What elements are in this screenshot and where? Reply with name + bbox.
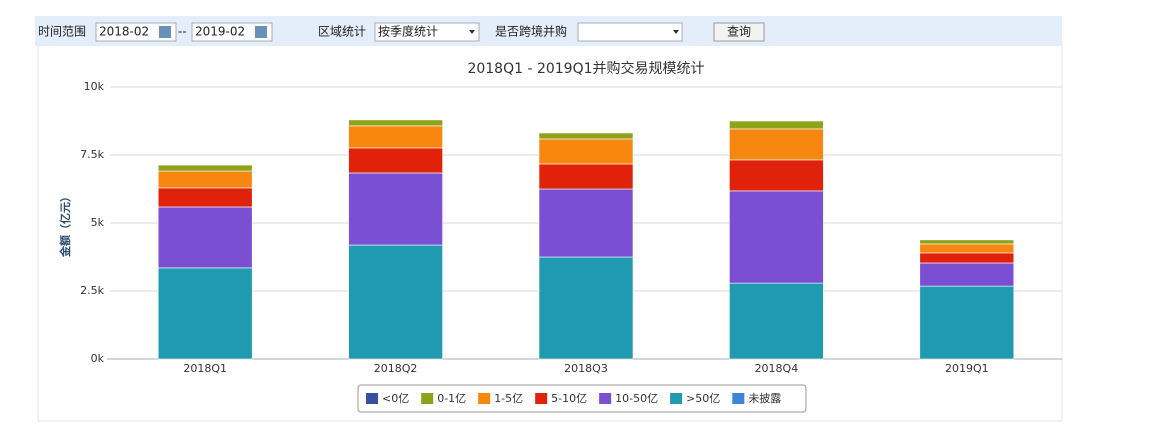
toolbar: 时间范围 2018-02 -- 2019-02 区域统计 按季度统计 是否跨境并…	[35, 16, 1062, 46]
legend-swatch[interactable]	[732, 393, 745, 404]
legend-swatch[interactable]	[421, 393, 434, 404]
date-value: 2018-02	[99, 25, 149, 39]
bar-segment	[919, 239, 1015, 245]
bar-segment	[538, 256, 634, 360]
select[interactable]	[577, 22, 683, 42]
bar-segment	[538, 132, 634, 140]
x-tick-label: 2018Q2	[374, 362, 418, 375]
bar-segment	[348, 244, 443, 360]
bar-segment	[348, 147, 443, 174]
date-input[interactable]	[191, 22, 273, 42]
button-label: 查询	[727, 25, 751, 39]
bar-segment	[157, 187, 253, 208]
legend-swatch[interactable]	[478, 393, 491, 404]
legend	[357, 384, 807, 413]
legend-label[interactable]: 1-5亿	[494, 392, 523, 405]
y-tick-label: 0k	[91, 352, 105, 365]
x-tick-label: 2018Q1	[183, 362, 227, 375]
query-button[interactable]	[713, 22, 765, 42]
label: 时间范围	[38, 25, 86, 39]
legend-label[interactable]: 未披露	[748, 391, 781, 405]
bar-segment	[348, 119, 443, 127]
date-input[interactable]	[95, 22, 177, 42]
y-tick-label: 5k	[91, 216, 105, 229]
bar-segment	[348, 125, 443, 149]
bar-segment	[538, 163, 634, 190]
bar-segment	[729, 282, 824, 360]
separator: --	[178, 25, 187, 39]
bar-segment	[919, 243, 1015, 254]
bar-segment	[348, 172, 443, 246]
legend-label[interactable]: 10-50亿	[615, 392, 658, 405]
bar-segment	[157, 267, 253, 360]
bar-segment	[729, 128, 824, 161]
legend-label[interactable]: <0亿	[382, 392, 409, 405]
bar-segment	[919, 262, 1015, 287]
bar-segment	[157, 164, 253, 172]
legend-label[interactable]: >50亿	[686, 392, 720, 405]
legend-swatch[interactable]	[366, 393, 378, 404]
bar-segment	[538, 138, 634, 165]
bar-segment	[157, 206, 253, 269]
bar-segment	[919, 252, 1015, 264]
calendar-icon[interactable]	[255, 26, 267, 38]
bar-segment	[538, 188, 634, 258]
dropdown-arrow	[469, 30, 475, 34]
y-tick-label: 2.5k	[80, 284, 104, 297]
bar-segment	[729, 190, 824, 284]
bar-segment	[157, 170, 253, 189]
y-tick-label: 10k	[84, 80, 105, 93]
y-axis-label: 金额（亿元）	[58, 191, 72, 258]
x-tick-label: 2018Q4	[755, 362, 799, 375]
y-tick-label: 7.5k	[80, 148, 104, 161]
select[interactable]	[374, 22, 480, 42]
label: 区域统计	[318, 25, 366, 39]
legend-swatch[interactable]	[599, 393, 612, 404]
bar-segment	[729, 120, 824, 130]
x-tick-label: 2018Q3	[564, 362, 608, 375]
calendar-icon[interactable]	[159, 26, 171, 38]
x-tick-label: 2019Q1	[945, 362, 989, 375]
label: 是否跨境并购	[495, 24, 567, 39]
bar-segment	[729, 159, 824, 192]
legend-label[interactable]: 5-10亿	[551, 392, 587, 405]
legend-swatch[interactable]	[535, 393, 548, 404]
select-value: 按季度统计	[378, 24, 438, 39]
legend-swatch[interactable]	[670, 393, 683, 404]
date-value: 2019-02	[195, 25, 245, 39]
legend-label[interactable]: 0-1亿	[437, 392, 466, 405]
chart-title: 2018Q1 - 2019Q1并购交易规模统计	[467, 60, 704, 77]
bar-segment	[919, 285, 1015, 360]
dropdown-arrow	[673, 30, 679, 34]
